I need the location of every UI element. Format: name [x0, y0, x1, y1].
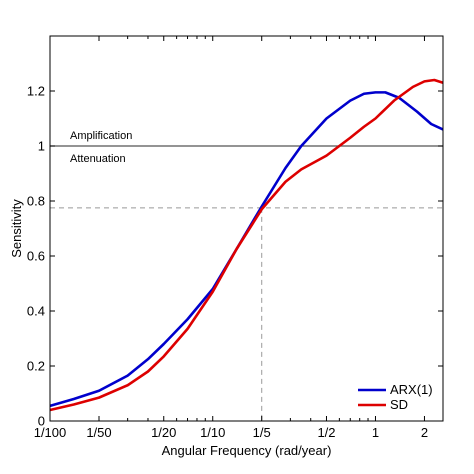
x-tick-label: 1/5: [253, 425, 271, 440]
series-line-arx-1: [49, 91, 444, 408]
y-tick-label: 0.6: [27, 249, 45, 264]
x-tick-label: 1/20: [151, 425, 176, 440]
x-tick-label: 1/2: [317, 425, 335, 440]
x-tick-label: 1/100: [34, 425, 67, 440]
y-tick-label: 1.2: [27, 84, 45, 99]
x-tick-label: 1: [372, 425, 379, 440]
y-tick-label: 1: [38, 139, 45, 154]
y-axis-title: Sensitivity: [9, 199, 24, 258]
y-tick-label: 0.8: [27, 194, 45, 209]
series-line-sd: [49, 78, 444, 412]
legend-label: ARX(1): [390, 382, 433, 397]
plot-frame: [49, 35, 444, 422]
x-tick-label: 1/50: [86, 425, 111, 440]
y-tick-label: 0.4: [27, 304, 45, 319]
legend-label: SD: [390, 397, 408, 412]
x-axis-title: Angular Frequency (rad/year): [162, 443, 332, 458]
y-tick-label: 0.2: [27, 359, 45, 374]
x-tick-label: 2: [421, 425, 428, 440]
x-tick-label: 1/10: [200, 425, 225, 440]
attenuation-label: Attenuation: [70, 153, 126, 165]
amplification-label: Amplification: [70, 130, 132, 142]
y-tick-label: 0: [38, 414, 45, 429]
